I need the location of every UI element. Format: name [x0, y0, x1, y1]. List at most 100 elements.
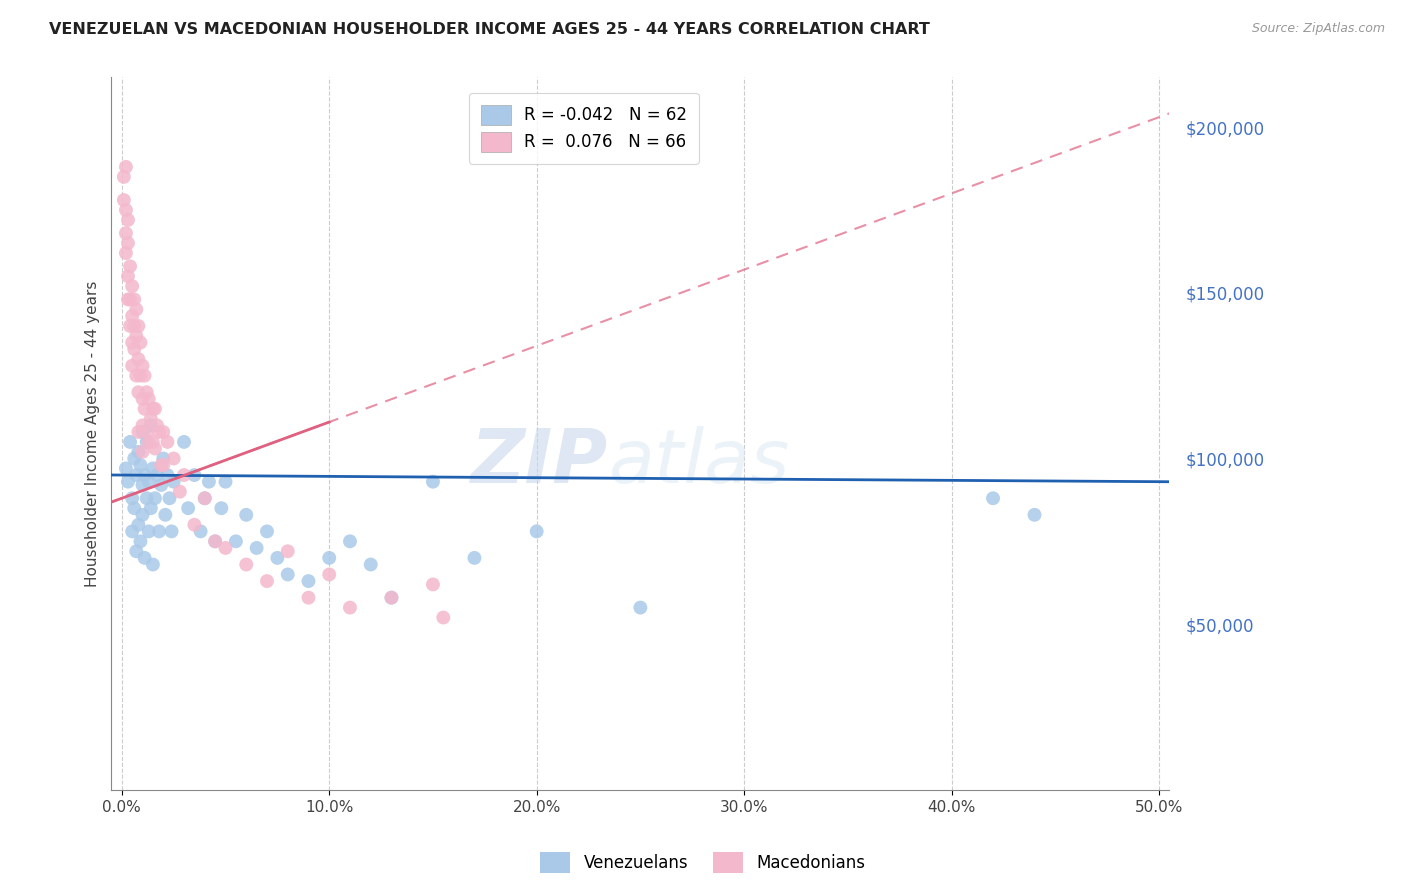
Point: [380, 591, 402, 605]
Point: [256, 524, 278, 539]
Point: [209, 501, 232, 516]
Point: [214, 475, 236, 489]
Point: [183, 517, 205, 532]
Point: [122, 342, 145, 356]
Point: [138, 524, 160, 539]
Point: [246, 541, 269, 555]
Point: [277, 567, 299, 582]
Point: [127, 445, 149, 459]
Point: [142, 461, 165, 475]
Point: [198, 475, 221, 489]
Point: [134, 550, 156, 565]
Point: [432, 610, 454, 624]
Point: [129, 534, 152, 549]
Text: atlas: atlas: [609, 426, 790, 498]
Point: [266, 550, 288, 565]
Point: [297, 591, 319, 605]
Point: [125, 544, 148, 558]
Point: [129, 335, 152, 350]
Point: [134, 468, 156, 483]
Point: [526, 524, 548, 539]
Point: [235, 558, 257, 572]
Point: [155, 508, 177, 522]
Legend: R = -0.042   N = 62, R =  0.076   N = 66: R = -0.042 N = 62, R = 0.076 N = 66: [468, 93, 699, 163]
Point: [214, 541, 236, 555]
Point: [183, 468, 205, 483]
Point: [121, 335, 143, 350]
Point: [139, 418, 162, 433]
Point: [125, 468, 148, 483]
Point: [142, 401, 165, 416]
Point: [277, 544, 299, 558]
Point: [125, 368, 148, 383]
Point: [360, 558, 382, 572]
Point: [135, 425, 157, 439]
Point: [134, 368, 156, 383]
Point: [117, 269, 139, 284]
Point: [152, 451, 174, 466]
Point: [422, 577, 444, 591]
Point: [204, 534, 226, 549]
Point: [173, 468, 195, 483]
Point: [146, 418, 169, 433]
Point: [159, 491, 181, 506]
Point: [1024, 508, 1046, 522]
Point: [256, 574, 278, 588]
Point: [190, 524, 212, 539]
Point: [112, 193, 135, 207]
Point: [173, 434, 195, 449]
Point: [143, 491, 166, 506]
Point: [120, 260, 142, 274]
Point: [156, 468, 179, 483]
Point: [117, 475, 139, 489]
Point: [380, 591, 402, 605]
Point: [117, 213, 139, 227]
Text: Source: ZipAtlas.com: Source: ZipAtlas.com: [1251, 22, 1385, 36]
Point: [131, 445, 153, 459]
Point: [135, 385, 157, 400]
Point: [129, 368, 152, 383]
Point: [131, 418, 153, 433]
Point: [120, 318, 142, 333]
Point: [138, 392, 160, 406]
Point: [139, 411, 162, 425]
Point: [422, 475, 444, 489]
Point: [131, 508, 153, 522]
Point: [127, 517, 149, 532]
Point: [981, 491, 1004, 506]
Point: [112, 169, 135, 184]
Point: [169, 484, 191, 499]
Point: [117, 236, 139, 251]
Point: [127, 352, 149, 367]
Point: [318, 567, 340, 582]
Point: [120, 434, 142, 449]
Point: [121, 524, 143, 539]
Point: [152, 425, 174, 439]
Point: [148, 425, 170, 439]
Point: [156, 434, 179, 449]
Point: [339, 600, 361, 615]
Text: VENEZUELAN VS MACEDONIAN HOUSEHOLDER INCOME AGES 25 - 44 YEARS CORRELATION CHART: VENEZUELAN VS MACEDONIAN HOUSEHOLDER INC…: [49, 22, 931, 37]
Point: [339, 534, 361, 549]
Point: [115, 202, 138, 217]
Point: [142, 558, 165, 572]
Point: [135, 491, 157, 506]
Point: [121, 359, 143, 373]
Point: [235, 508, 257, 522]
Point: [143, 442, 166, 456]
Point: [152, 458, 174, 472]
Point: [138, 434, 160, 449]
Point: [121, 309, 143, 323]
Point: [163, 451, 186, 466]
Point: [122, 318, 145, 333]
Point: [122, 293, 145, 307]
Point: [121, 279, 143, 293]
Point: [225, 534, 247, 549]
Point: [121, 491, 143, 506]
Point: [120, 293, 142, 307]
Point: [129, 458, 152, 472]
Point: [146, 468, 169, 483]
Point: [115, 461, 138, 475]
Point: [115, 226, 138, 240]
Point: [194, 491, 217, 506]
